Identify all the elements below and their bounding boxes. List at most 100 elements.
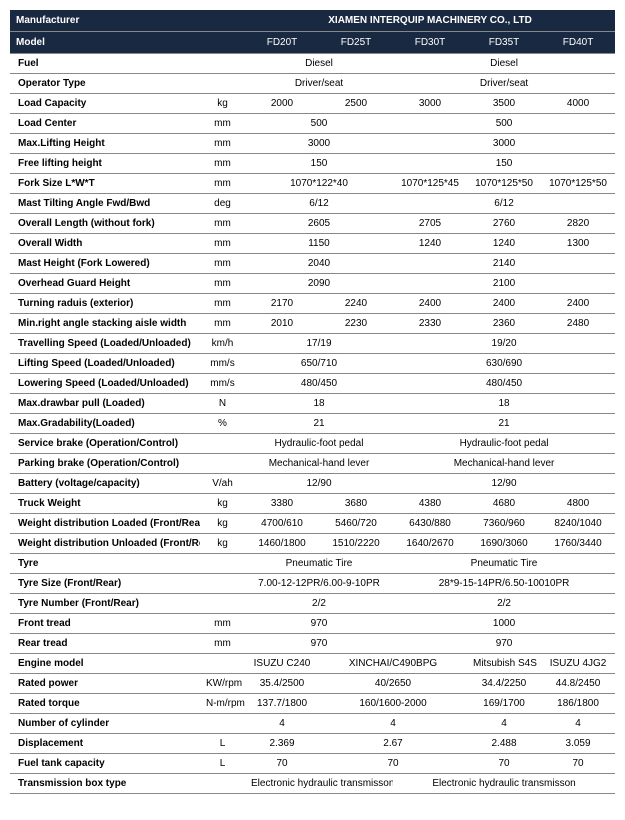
spec-label: Lifting Speed (Loaded/Unloaded) bbox=[10, 354, 200, 374]
spec-value: 150 bbox=[393, 154, 615, 174]
spec-value: 3500 bbox=[467, 94, 541, 114]
spec-row: DisplacementL2.3692.672.4883.059 bbox=[10, 734, 615, 754]
spec-value: 500 bbox=[393, 114, 615, 134]
spec-label: Turning raduis (exterior) bbox=[10, 294, 200, 314]
spec-label: Load Capacity bbox=[10, 94, 200, 114]
spec-value: 4 bbox=[319, 714, 467, 734]
spec-value: 2100 bbox=[393, 274, 615, 294]
spec-value: 3380 bbox=[245, 494, 319, 514]
spec-label: Max.Gradability(Loaded) bbox=[10, 414, 200, 434]
spec-unit bbox=[200, 434, 245, 454]
spec-row: Tyre Size (Front/Rear)7.00-12-12PR/6.00-… bbox=[10, 574, 615, 594]
spec-unit: km/h bbox=[200, 334, 245, 354]
spec-label: Weight distribution Unloaded (Front/Rear… bbox=[10, 534, 200, 554]
spec-value: 4 bbox=[467, 714, 541, 734]
spec-value: 2230 bbox=[319, 314, 393, 334]
spec-row: Fuel tank capacityL70707070 bbox=[10, 754, 615, 774]
spec-row: Turning raduis (exterior)mm2170224024002… bbox=[10, 294, 615, 314]
spec-value: 2.488 bbox=[467, 734, 541, 754]
spec-value: 2605 bbox=[245, 214, 393, 234]
spec-label: Parking brake (Operation/Control) bbox=[10, 454, 200, 474]
spec-value: 6/12 bbox=[245, 194, 393, 214]
spec-value: 1070*125*50 bbox=[467, 174, 541, 194]
spec-value: Mechanical-hand lever bbox=[393, 454, 615, 474]
spec-label: Tyre bbox=[10, 554, 200, 574]
spec-value: 4000 bbox=[541, 94, 615, 114]
spec-value: 2400 bbox=[541, 294, 615, 314]
spec-unit bbox=[200, 774, 245, 794]
spec-value: 8240/1040 bbox=[541, 514, 615, 534]
spec-value: 21 bbox=[245, 414, 393, 434]
spec-value: 2500 bbox=[319, 94, 393, 114]
spec-row: Rated torqueN-m/rpm137.7/1800160/1600-20… bbox=[10, 694, 615, 714]
spec-label: Fuel tank capacity bbox=[10, 754, 200, 774]
spec-value: 17/19 bbox=[245, 334, 393, 354]
spec-row: Weight distribution Loaded (Front/Rear)k… bbox=[10, 514, 615, 534]
spec-value: 2000 bbox=[245, 94, 319, 114]
spec-value: 1070*125*45 bbox=[393, 174, 467, 194]
spec-value: Driver/seat bbox=[393, 74, 615, 94]
spec-row: Overall Length (without fork)mm260527052… bbox=[10, 214, 615, 234]
spec-value: 19/20 bbox=[393, 334, 615, 354]
spec-value: 2820 bbox=[541, 214, 615, 234]
spec-label: Fuel bbox=[10, 54, 200, 74]
spec-unit bbox=[200, 714, 245, 734]
spec-table: Manufacturer XIAMEN INTERQUIP MACHINERY … bbox=[10, 10, 615, 794]
model-col-3: FD35T bbox=[467, 32, 541, 54]
spec-row: Lifting Speed (Loaded/Unloaded)mm/s650/7… bbox=[10, 354, 615, 374]
spec-value: Diesel bbox=[393, 54, 615, 74]
spec-unit: V/ah bbox=[200, 474, 245, 494]
spec-label: Engine model bbox=[10, 654, 200, 674]
spec-value: 2360 bbox=[467, 314, 541, 334]
spec-value: 480/450 bbox=[393, 374, 615, 394]
spec-unit bbox=[200, 594, 245, 614]
spec-value: Hydraulic-foot pedal bbox=[393, 434, 615, 454]
spec-row: Transmission box typeElectronic hydrauli… bbox=[10, 774, 615, 794]
spec-unit bbox=[200, 574, 245, 594]
spec-row: Engine modelISUZU C240XINCHAI/C490BPGMit… bbox=[10, 654, 615, 674]
spec-value: 2170 bbox=[245, 294, 319, 314]
spec-value: Pneumatic Tire bbox=[393, 554, 615, 574]
spec-value: 34.4/2250 bbox=[467, 674, 541, 694]
spec-value: 28*9-15-14PR/6.50-10010PR bbox=[393, 574, 615, 594]
spec-unit: mm/s bbox=[200, 374, 245, 394]
spec-value: 1640/2670 bbox=[393, 534, 467, 554]
spec-value: 6430/880 bbox=[393, 514, 467, 534]
spec-row: Max.drawbar pull (Loaded)N1818 bbox=[10, 394, 615, 414]
spec-unit: mm bbox=[200, 234, 245, 254]
spec-unit: kg bbox=[200, 494, 245, 514]
spec-value: 40/2650 bbox=[319, 674, 467, 694]
spec-value: ISUZU C240 bbox=[245, 654, 319, 674]
spec-value: 5460/720 bbox=[319, 514, 393, 534]
spec-label: Free lifting height bbox=[10, 154, 200, 174]
spec-unit: mm bbox=[200, 274, 245, 294]
spec-value: 4680 bbox=[467, 494, 541, 514]
spec-unit: kg bbox=[200, 94, 245, 114]
spec-value: 4700/610 bbox=[245, 514, 319, 534]
spec-row: Operator TypeDriver/seatDriver/seat bbox=[10, 74, 615, 94]
spec-value: 2010 bbox=[245, 314, 319, 334]
model-col-2: FD30T bbox=[393, 32, 467, 54]
spec-value: 1070*122*40 bbox=[245, 174, 393, 194]
spec-row: Rated powerKW/rpm35.4/250040/265034.4/22… bbox=[10, 674, 615, 694]
spec-value: 70 bbox=[245, 754, 319, 774]
spec-row: Load Capacitykg20002500300035004000 bbox=[10, 94, 615, 114]
spec-label: Fork Size L*W*T bbox=[10, 174, 200, 194]
spec-value: 3000 bbox=[393, 134, 615, 154]
spec-value: 3000 bbox=[393, 94, 467, 114]
spec-row: Travelling Speed (Loaded/Unloaded)km/h17… bbox=[10, 334, 615, 354]
spec-row: Tyre Number (Front/Rear)2/22/2 bbox=[10, 594, 615, 614]
spec-unit: deg bbox=[200, 194, 245, 214]
spec-unit: mm bbox=[200, 114, 245, 134]
spec-value: 2480 bbox=[541, 314, 615, 334]
spec-unit: kg bbox=[200, 514, 245, 534]
spec-value: 18 bbox=[393, 394, 615, 414]
spec-value: 2140 bbox=[393, 254, 615, 274]
spec-row: FuelDieselDiesel bbox=[10, 54, 615, 74]
spec-value: 630/690 bbox=[393, 354, 615, 374]
model-label: Model bbox=[10, 32, 200, 54]
spec-unit: kg bbox=[200, 534, 245, 554]
spec-row: Overall Widthmm1150124012401300 bbox=[10, 234, 615, 254]
spec-unit: mm bbox=[200, 614, 245, 634]
spec-row: Fork Size L*W*Tmm1070*122*401070*125*451… bbox=[10, 174, 615, 194]
